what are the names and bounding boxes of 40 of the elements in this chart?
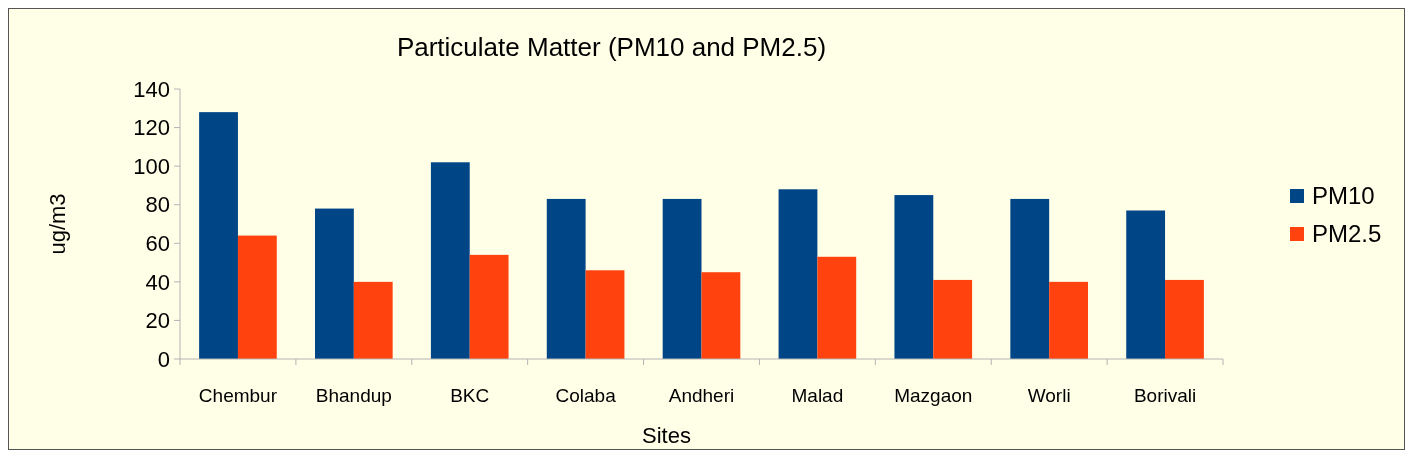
bar [1165, 279, 1204, 359]
x-tick-label: Chembur [198, 385, 278, 406]
bar [469, 254, 509, 359]
bar [1049, 281, 1088, 359]
y-tick-label: 100 [133, 153, 170, 179]
bar [585, 270, 625, 359]
bar [778, 189, 818, 359]
x-tick-label: Colaba [555, 385, 617, 406]
x-tick-label: BKC [450, 385, 490, 406]
bar [237, 235, 277, 359]
y-tick-label: 40 [145, 269, 170, 295]
bar [894, 195, 934, 359]
y-tick-label: 0 [157, 346, 170, 372]
y-tick-label: 60 [145, 230, 170, 256]
bar [701, 272, 741, 359]
x-tick-label: Andheri [668, 385, 735, 406]
x-tick-label: Borivali [1133, 385, 1197, 406]
x-tick-label: Bhandup [315, 385, 392, 406]
bar [662, 198, 702, 359]
bar [546, 198, 586, 359]
bar [430, 162, 470, 359]
bar [199, 112, 238, 359]
legend-label: PM2.5 [1312, 220, 1382, 248]
y-tick-label: 140 [133, 76, 170, 102]
x-tick-label: Mazgaon [894, 385, 973, 406]
x-tick-label: Malad [791, 385, 844, 406]
y-tick-label: 120 [133, 115, 170, 141]
bar [1010, 198, 1050, 359]
chart-title: Particulate Matter (PM10 and PM2.5) [396, 32, 827, 62]
y-tick-label: 80 [145, 192, 170, 218]
y-tick-label: 20 [145, 308, 170, 334]
x-tick-label: Worli [1027, 385, 1071, 406]
x-axis-title: Sites [642, 423, 691, 448]
bar [1126, 210, 1166, 359]
bar [315, 208, 354, 359]
bar [933, 279, 973, 359]
bar [353, 281, 393, 359]
legend-label: PM10 [1312, 182, 1375, 210]
y-axis-title: ug/m3 [45, 193, 70, 255]
bar [817, 256, 857, 359]
